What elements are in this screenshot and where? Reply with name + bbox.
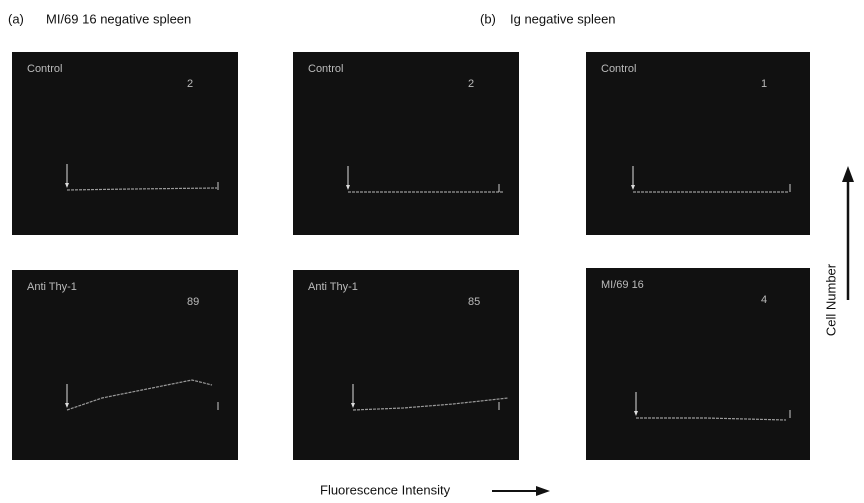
panel-a-label: (a) [8,11,24,26]
panel-b-label: (b) [480,11,496,26]
histogram-panel [293,52,519,235]
histogram-label: Control [27,63,62,75]
histogram-label: Anti Thy-1 [27,281,77,293]
histogram-label: Control [308,63,343,75]
panel-a-title: MI/69 16 negative spleen [46,11,191,26]
y-axis-label: Cell Number [823,263,838,336]
histogram-count: 2 [468,78,474,90]
y-arrow-head [842,166,854,182]
histogram-count: 4 [761,294,767,306]
histogram-panel [293,270,519,460]
histogram-label: MI/69 16 [601,279,644,291]
panel-b-title: Ig negative spleen [510,11,616,26]
histogram-label: Control [601,63,636,75]
x-axis-indicator: Fluorescence Intensity [320,482,550,497]
histogram-panel [12,52,238,235]
histogram-count: 2 [187,78,193,90]
histogram-count: 89 [187,296,199,308]
histogram-panel [586,52,810,235]
histogram-count: 85 [468,296,480,308]
histogram-label: Anti Thy-1 [308,281,358,293]
x-axis-label: Fluorescence Intensity [320,482,451,497]
x-arrow-head [536,486,550,496]
histogram-panel [586,268,810,460]
figure: (a) MI/69 16 negative spleen (b) Ig nega… [0,0,864,503]
panels: Control 2 Control 2 Control 1 Anti Thy-1 89 Anti… [12,52,810,460]
y-axis-indicator: Cell Number [823,166,854,336]
histogram-panel [12,270,238,460]
histogram-count: 1 [761,78,767,90]
